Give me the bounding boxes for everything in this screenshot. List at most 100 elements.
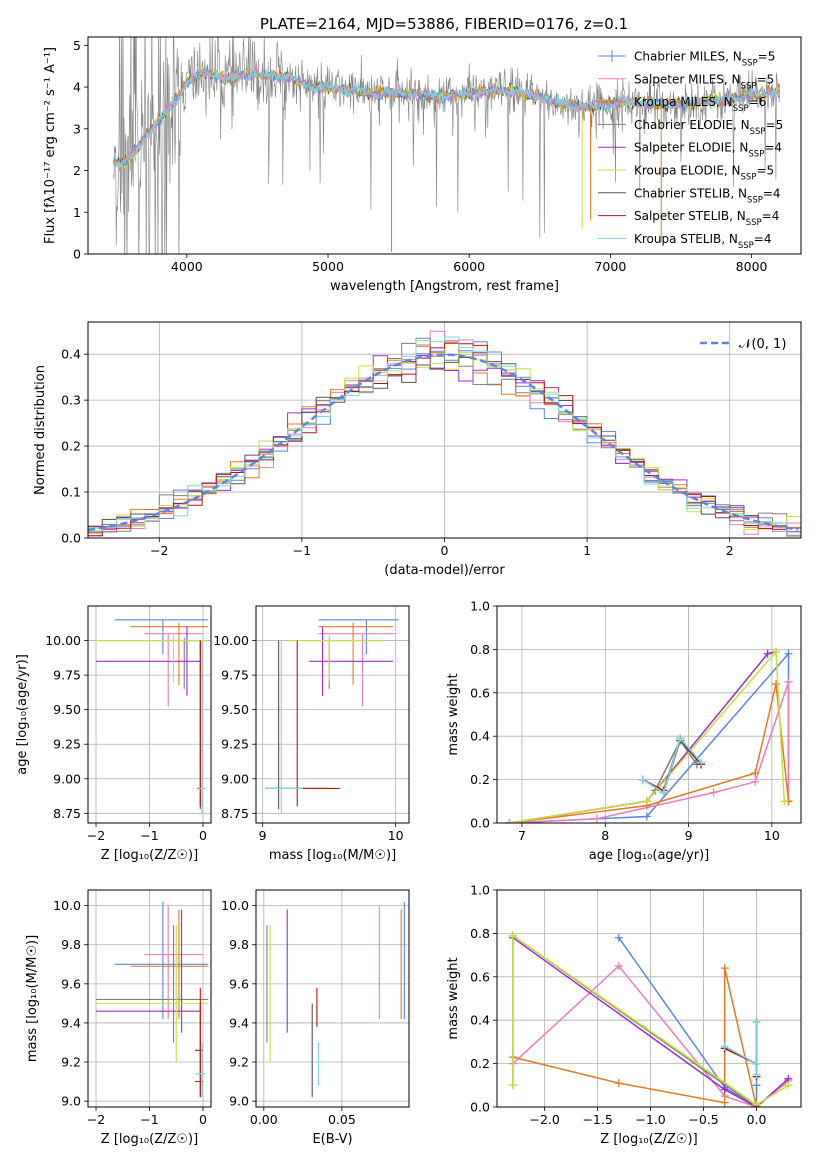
legend-entry: Kroupa ELODIE, NSSP=5 (598, 164, 774, 183)
y-tick-label: 9.4 (61, 1015, 81, 1030)
data-point (697, 758, 706, 767)
y-tick-label: 9.50 (221, 702, 249, 717)
data-point (642, 797, 651, 806)
data-point (720, 964, 729, 973)
legend-entry: Kroupa STELIB, NSSP=4 (598, 232, 772, 251)
y-tick-label: 9.8 (61, 937, 81, 952)
data-point (784, 1081, 793, 1090)
errorbar-kroupa-elodie (289, 633, 383, 683)
x-tick-label: −0.5 (688, 1112, 718, 1127)
y-axis-label: mass weight (446, 957, 461, 1039)
y-tick-label: 0.0 (61, 531, 81, 546)
x-tick-label: 0 (199, 1112, 207, 1127)
y-tick-label: 9.25 (221, 737, 249, 752)
normal-distribution-curve (88, 353, 799, 532)
legend-label: Chabrier STELIB, NSSP=4 (634, 186, 781, 205)
errorbar-kroupa-stelib (194, 1042, 206, 1098)
errorbar-salpeter-miles (318, 633, 396, 707)
x-tick-label: 0.00 (250, 1112, 278, 1127)
data-point (614, 933, 623, 942)
y-axis-label: Flux [fλ10⁻¹⁷ erg cm⁻² s⁻¹ A⁻¹] (43, 47, 58, 244)
axes-frame (255, 889, 410, 1108)
series-line (512, 934, 789, 1106)
errorbar-salpeter-elodie (309, 626, 394, 696)
x-tick-label: −1.5 (582, 1112, 612, 1127)
x-tick-label: 2 (726, 543, 734, 558)
legend-label: Chabrier ELODIE, NSSP=5 (634, 118, 783, 137)
data-point (780, 797, 789, 806)
y-tick-label: 0.0 (470, 1100, 490, 1115)
legend-label: Kroupa ELODIE, NSSP=5 (634, 164, 774, 183)
data-point (752, 1081, 761, 1090)
legend-entry: Salpeter ELODIE, NSSP=4 (598, 141, 782, 160)
x-tick-label: 7 (518, 828, 526, 843)
axes-frame (496, 889, 802, 1108)
series-line (642, 736, 702, 794)
model-spectrum-line (113, 65, 780, 172)
data-point (505, 819, 514, 823)
x-tick-label: −1.0 (635, 1112, 665, 1127)
errorbar-kroupa-miles (130, 909, 209, 1020)
x-axis-label: age [log₁₀(age/yr)] (589, 848, 710, 863)
data-point (720, 1098, 729, 1107)
y-tick-label: 0.0 (470, 816, 490, 831)
data-point (659, 788, 668, 797)
legend-entry: Chabrier ELODIE, NSSP=5 (598, 118, 783, 137)
x-tick-label: −1 (140, 1112, 158, 1127)
data-point (676, 734, 685, 743)
y-axis-label: age [log₁₀(age/yr)] (15, 654, 30, 775)
y-tick-label: 9.50 (53, 702, 81, 717)
x-tick-label: 8 (601, 828, 609, 843)
model-spectrum-line (113, 67, 780, 168)
x-axis-label: Z [log₁₀(Z/Z☉)] (101, 1132, 198, 1147)
series-kroupa-stelib (720, 1018, 761, 1079)
x-tick-label: 1 (583, 543, 591, 558)
errorbar-chabrier-miles (318, 619, 399, 655)
y-tick-label: 9.2 (61, 1055, 81, 1070)
errorbar-kroupa-stelib (265, 640, 303, 814)
plot-area-age_vs_mass (265, 619, 399, 814)
y-tick-label: 0.6 (470, 969, 490, 984)
y-tick-label: 9.75 (221, 668, 249, 683)
errorbar-chabrier-miles (114, 619, 209, 655)
y-axis-label: mass [log₁₀(M/M☉)] (25, 935, 40, 1062)
y-tick-label: 9.00 (53, 771, 81, 786)
data-point (772, 680, 781, 689)
errorbar-kroupa-elodie (96, 925, 209, 1063)
y-tick-label: 8.75 (53, 806, 81, 821)
y-tick-label: 0.2 (470, 772, 490, 787)
plot-area-mass_vs_ebv (266, 901, 405, 1098)
x-tick-label: −1 (140, 828, 158, 843)
panel-spectrum: 4000 5000 6000 7000 8000 0 1 2 3 4 5 wavelength [An… (43, 36, 802, 294)
data-point (751, 777, 760, 786)
y-tick-label: 10.0 (53, 898, 81, 913)
y-tick-label: 9.4 (229, 1015, 249, 1030)
y-tick-label: 10.0 (221, 898, 249, 913)
y-tick-label: 5 (73, 38, 81, 53)
y-tick-label: 1.0 (470, 599, 490, 614)
x-tick-label: 0 (199, 828, 207, 843)
y-tick-label: 2 (73, 163, 81, 178)
y-tick-label: 9.25 (53, 737, 81, 752)
panel-massweight_vs_age: 7 8 9 10 0.0 0.2 0.4 0.6 0.8 1.0 age [log₁₀(age/yr… (446, 599, 802, 863)
series-line (618, 937, 758, 1107)
data-point (784, 677, 793, 686)
plot-area-age_vs_Z (96, 619, 209, 814)
legend-entry: Chabrier STELIB, NSSP=4 (598, 186, 781, 205)
y-tick-label: 0.4 (61, 347, 81, 362)
data-point (751, 769, 760, 778)
legend-entry: Kroupa MILES, NSSP=6 (598, 95, 766, 114)
y-tick-label: 9.6 (229, 976, 249, 991)
data-point (508, 931, 517, 940)
series-line (509, 649, 786, 823)
errorbar-kroupa-stelib (198, 640, 206, 814)
data-point (614, 961, 623, 970)
x-tick-label: −2 (87, 1112, 105, 1127)
series-kroupa-elodie (508, 931, 793, 1107)
y-tick-label: 0.4 (470, 1013, 490, 1028)
data-point (784, 649, 793, 658)
panel-mass_vs_Z: −2 −1 0 9.0 9.2 9.4 9.6 9.8 10.0 Z [log₁₀(Z/Z☉)] m… (25, 889, 212, 1147)
series-line (509, 681, 790, 823)
x-tick-label: 8000 (736, 259, 768, 274)
